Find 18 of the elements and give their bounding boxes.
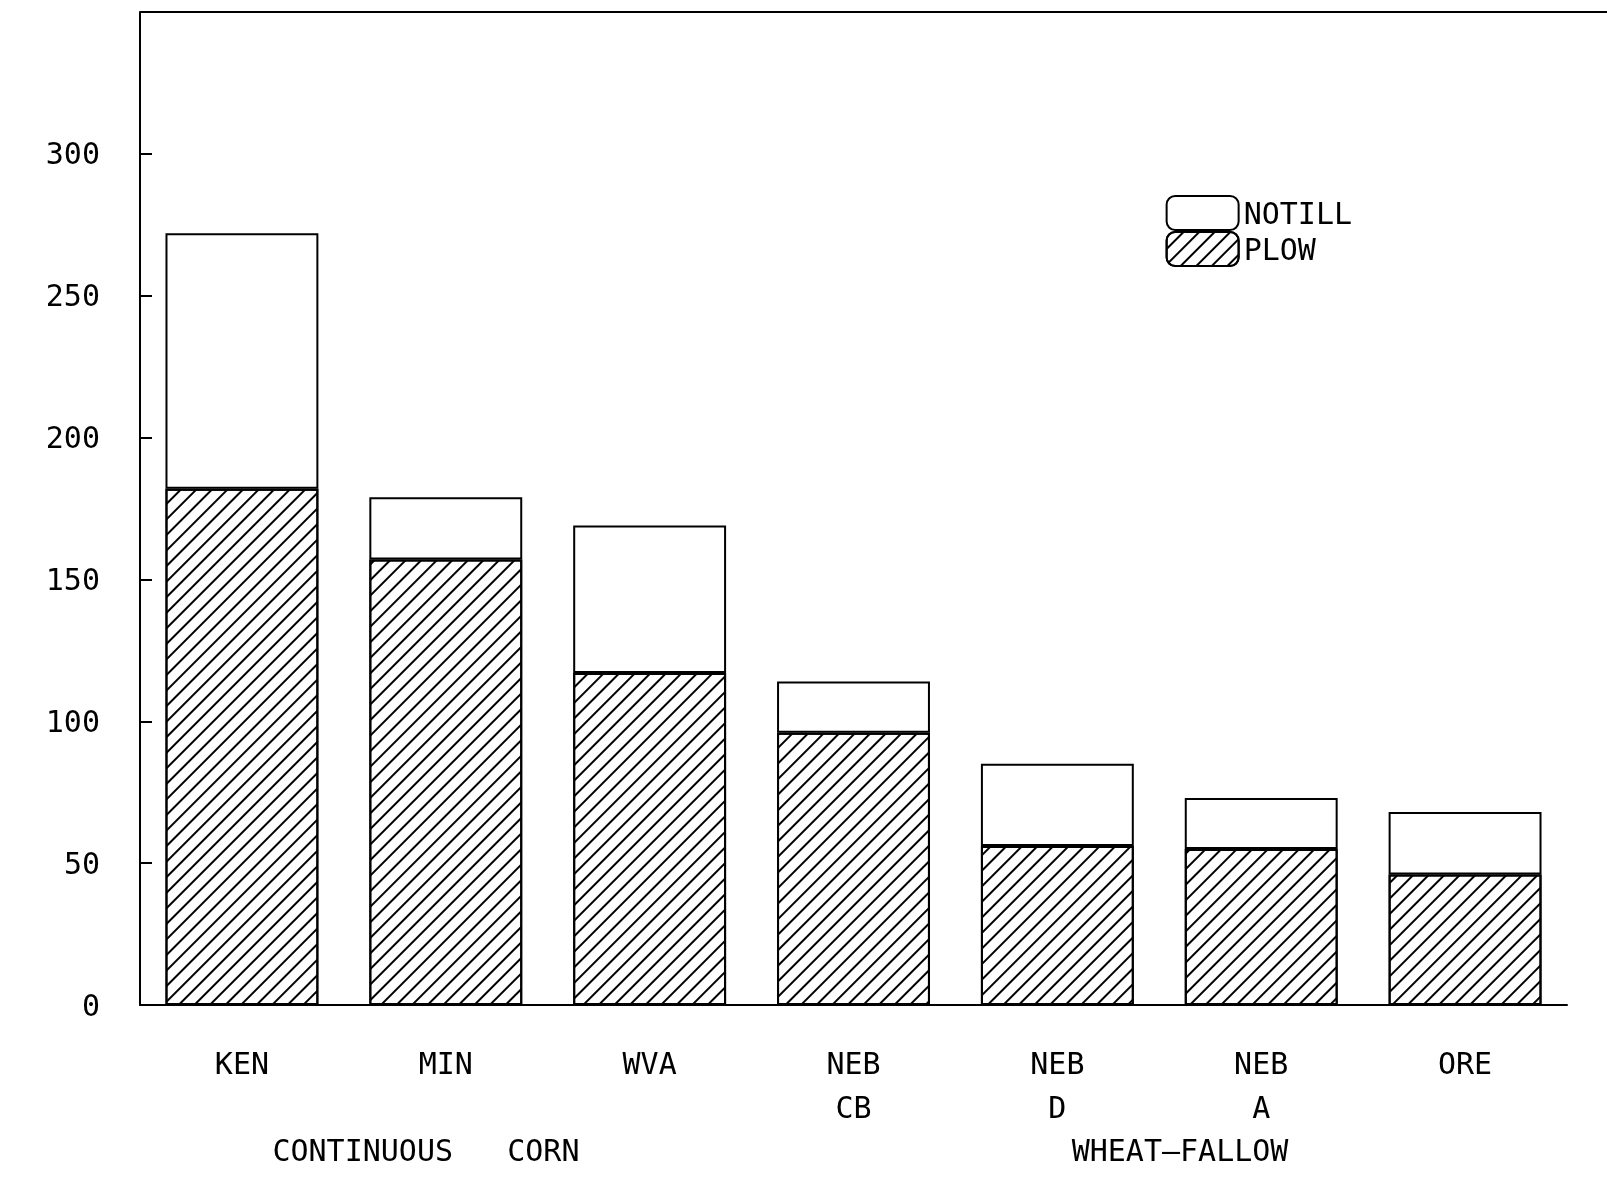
x-tick-label: NEB CB [826, 1045, 881, 1125]
text: CONTINUOUS CORN [272, 1132, 580, 1168]
legend-label: NOTILL [1243, 195, 1353, 231]
y-tick-label: 100 [45, 703, 100, 739]
x-tick-label: NEB A [1234, 1045, 1289, 1125]
x-tick-label: MIN [418, 1045, 473, 1081]
y-tick-label: 50 [63, 845, 100, 881]
y-tick-label: 300 [45, 136, 100, 172]
x-tick-label: KEN [214, 1045, 270, 1081]
y-tick-label: 200 [45, 420, 100, 456]
y-tick-label: 150 [45, 561, 100, 597]
y-tick-label: 250 [45, 278, 100, 314]
x-tick-label: NEB D [1030, 1045, 1085, 1125]
y-tick-label: 0 [81, 987, 100, 1023]
x-tick-label: WVA [622, 1045, 677, 1081]
x-tick-label: ORE [1437, 1045, 1493, 1081]
text: WHEAT—FALLOW [1071, 1132, 1290, 1168]
legend-label: PLOW [1243, 231, 1317, 267]
